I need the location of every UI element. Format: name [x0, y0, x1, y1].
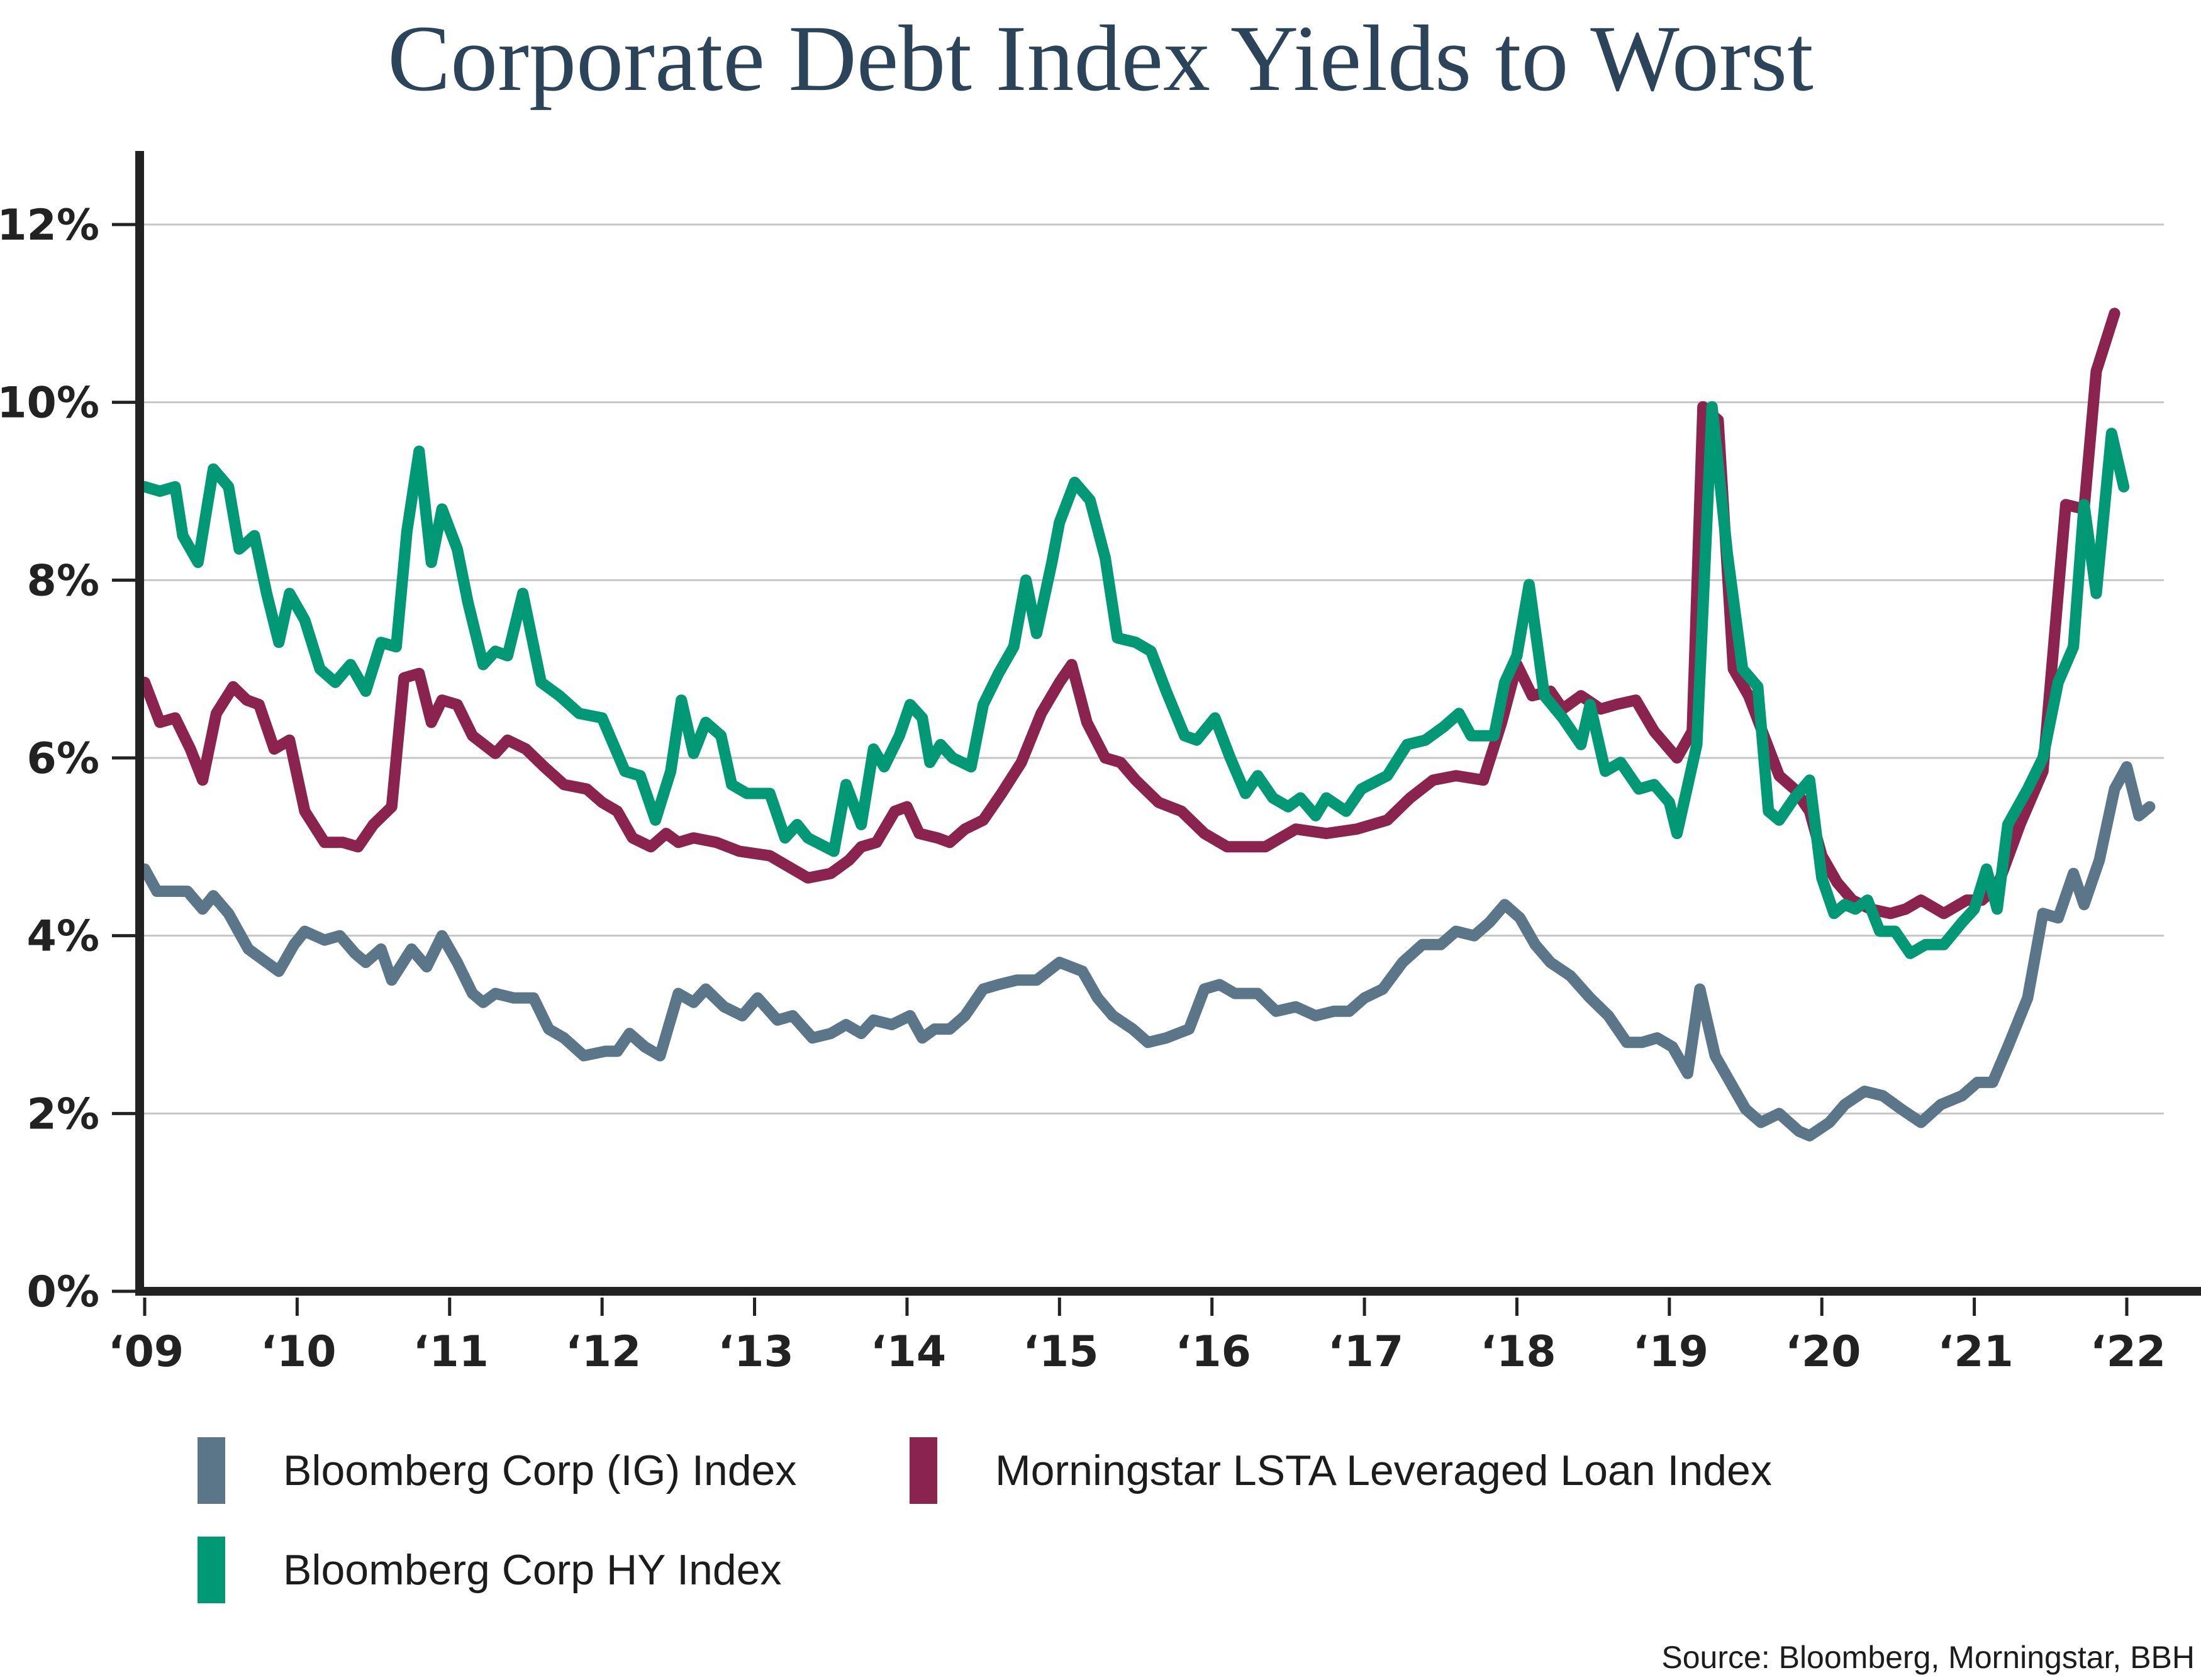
- x-tick-label: ‘18: [1480, 1327, 1556, 1377]
- x-tick-label: ‘21: [1937, 1327, 2013, 1377]
- legend-swatch-hy: [198, 1537, 225, 1603]
- source-note: Source: Bloomberg, Morningstar, BBH: [1661, 1640, 2195, 1675]
- x-tick-label: ‘16: [1175, 1327, 1251, 1377]
- x-tick-label: ‘19: [1633, 1327, 1708, 1377]
- y-tick-label: 2%: [27, 1089, 99, 1139]
- series-line-1: [139, 401, 2130, 959]
- legend-item-hy: Bloomberg Corp HY Index: [198, 1537, 782, 1603]
- x-tick-label: ‘15: [1023, 1327, 1098, 1377]
- legend-item-loan: Morningstar LSTA Leveraged Loan Index: [910, 1437, 1772, 1504]
- legend-swatch-loan: [910, 1437, 937, 1504]
- x-tick-label: ‘22: [2090, 1327, 2166, 1377]
- y-tick-label: 6%: [27, 734, 99, 784]
- legend-item-ig: Bloomberg Corp (IG) Index: [198, 1437, 796, 1504]
- y-tick-label: 10%: [0, 379, 99, 428]
- y-tick-label: 12%: [0, 201, 99, 250]
- x-tick-label: ‘14: [871, 1327, 946, 1377]
- y-tick-label: 8%: [27, 556, 99, 606]
- x-tick-label: ‘12: [566, 1327, 641, 1377]
- x-tick-label: ‘09: [108, 1327, 184, 1377]
- legend-label-ig: Bloomberg Corp (IG) Index: [283, 1447, 797, 1494]
- chart-title: Corporate Debt Index Yields to Worst: [387, 6, 1814, 111]
- series-line-2: [139, 761, 2156, 1142]
- legend-swatch-ig: [198, 1437, 225, 1504]
- series-lines: [139, 308, 2156, 1142]
- y-axis-ticks: 0% 2% 4% 6% 8% 10% 12%: [0, 201, 140, 1317]
- x-tick-label: ‘17: [1328, 1327, 1403, 1377]
- gridlines: [140, 223, 2164, 1115]
- x-tick-label: ‘20: [1785, 1327, 1861, 1377]
- y-tick-label: 4%: [27, 912, 99, 962]
- series-line-0: [139, 308, 2120, 920]
- legend-label-loan: Morningstar LSTA Leveraged Loan Index: [995, 1447, 1772, 1494]
- x-tick-label: ‘10: [260, 1327, 336, 1377]
- axes: [135, 151, 2201, 1296]
- x-axis-ticks: ‘09 ‘10 ‘11 ‘12 ‘13 ‘14 ‘15 ‘16 ‘17 ‘18 ‘19 ‘20 ‘21 ‘…: [108, 1298, 2166, 1377]
- x-tick-label: ‘11: [413, 1327, 489, 1377]
- legend-label-hy: Bloomberg Corp HY Index: [283, 1546, 782, 1594]
- x-tick-label: ‘13: [718, 1327, 793, 1377]
- y-tick-label: 0%: [27, 1267, 99, 1317]
- line-chart: 0% 2% 4% 6% 8% 10% 12% ‘09 ‘10 ‘11 ‘12 ‘13 ‘14 ‘15 ‘1…: [0, 151, 2201, 1377]
